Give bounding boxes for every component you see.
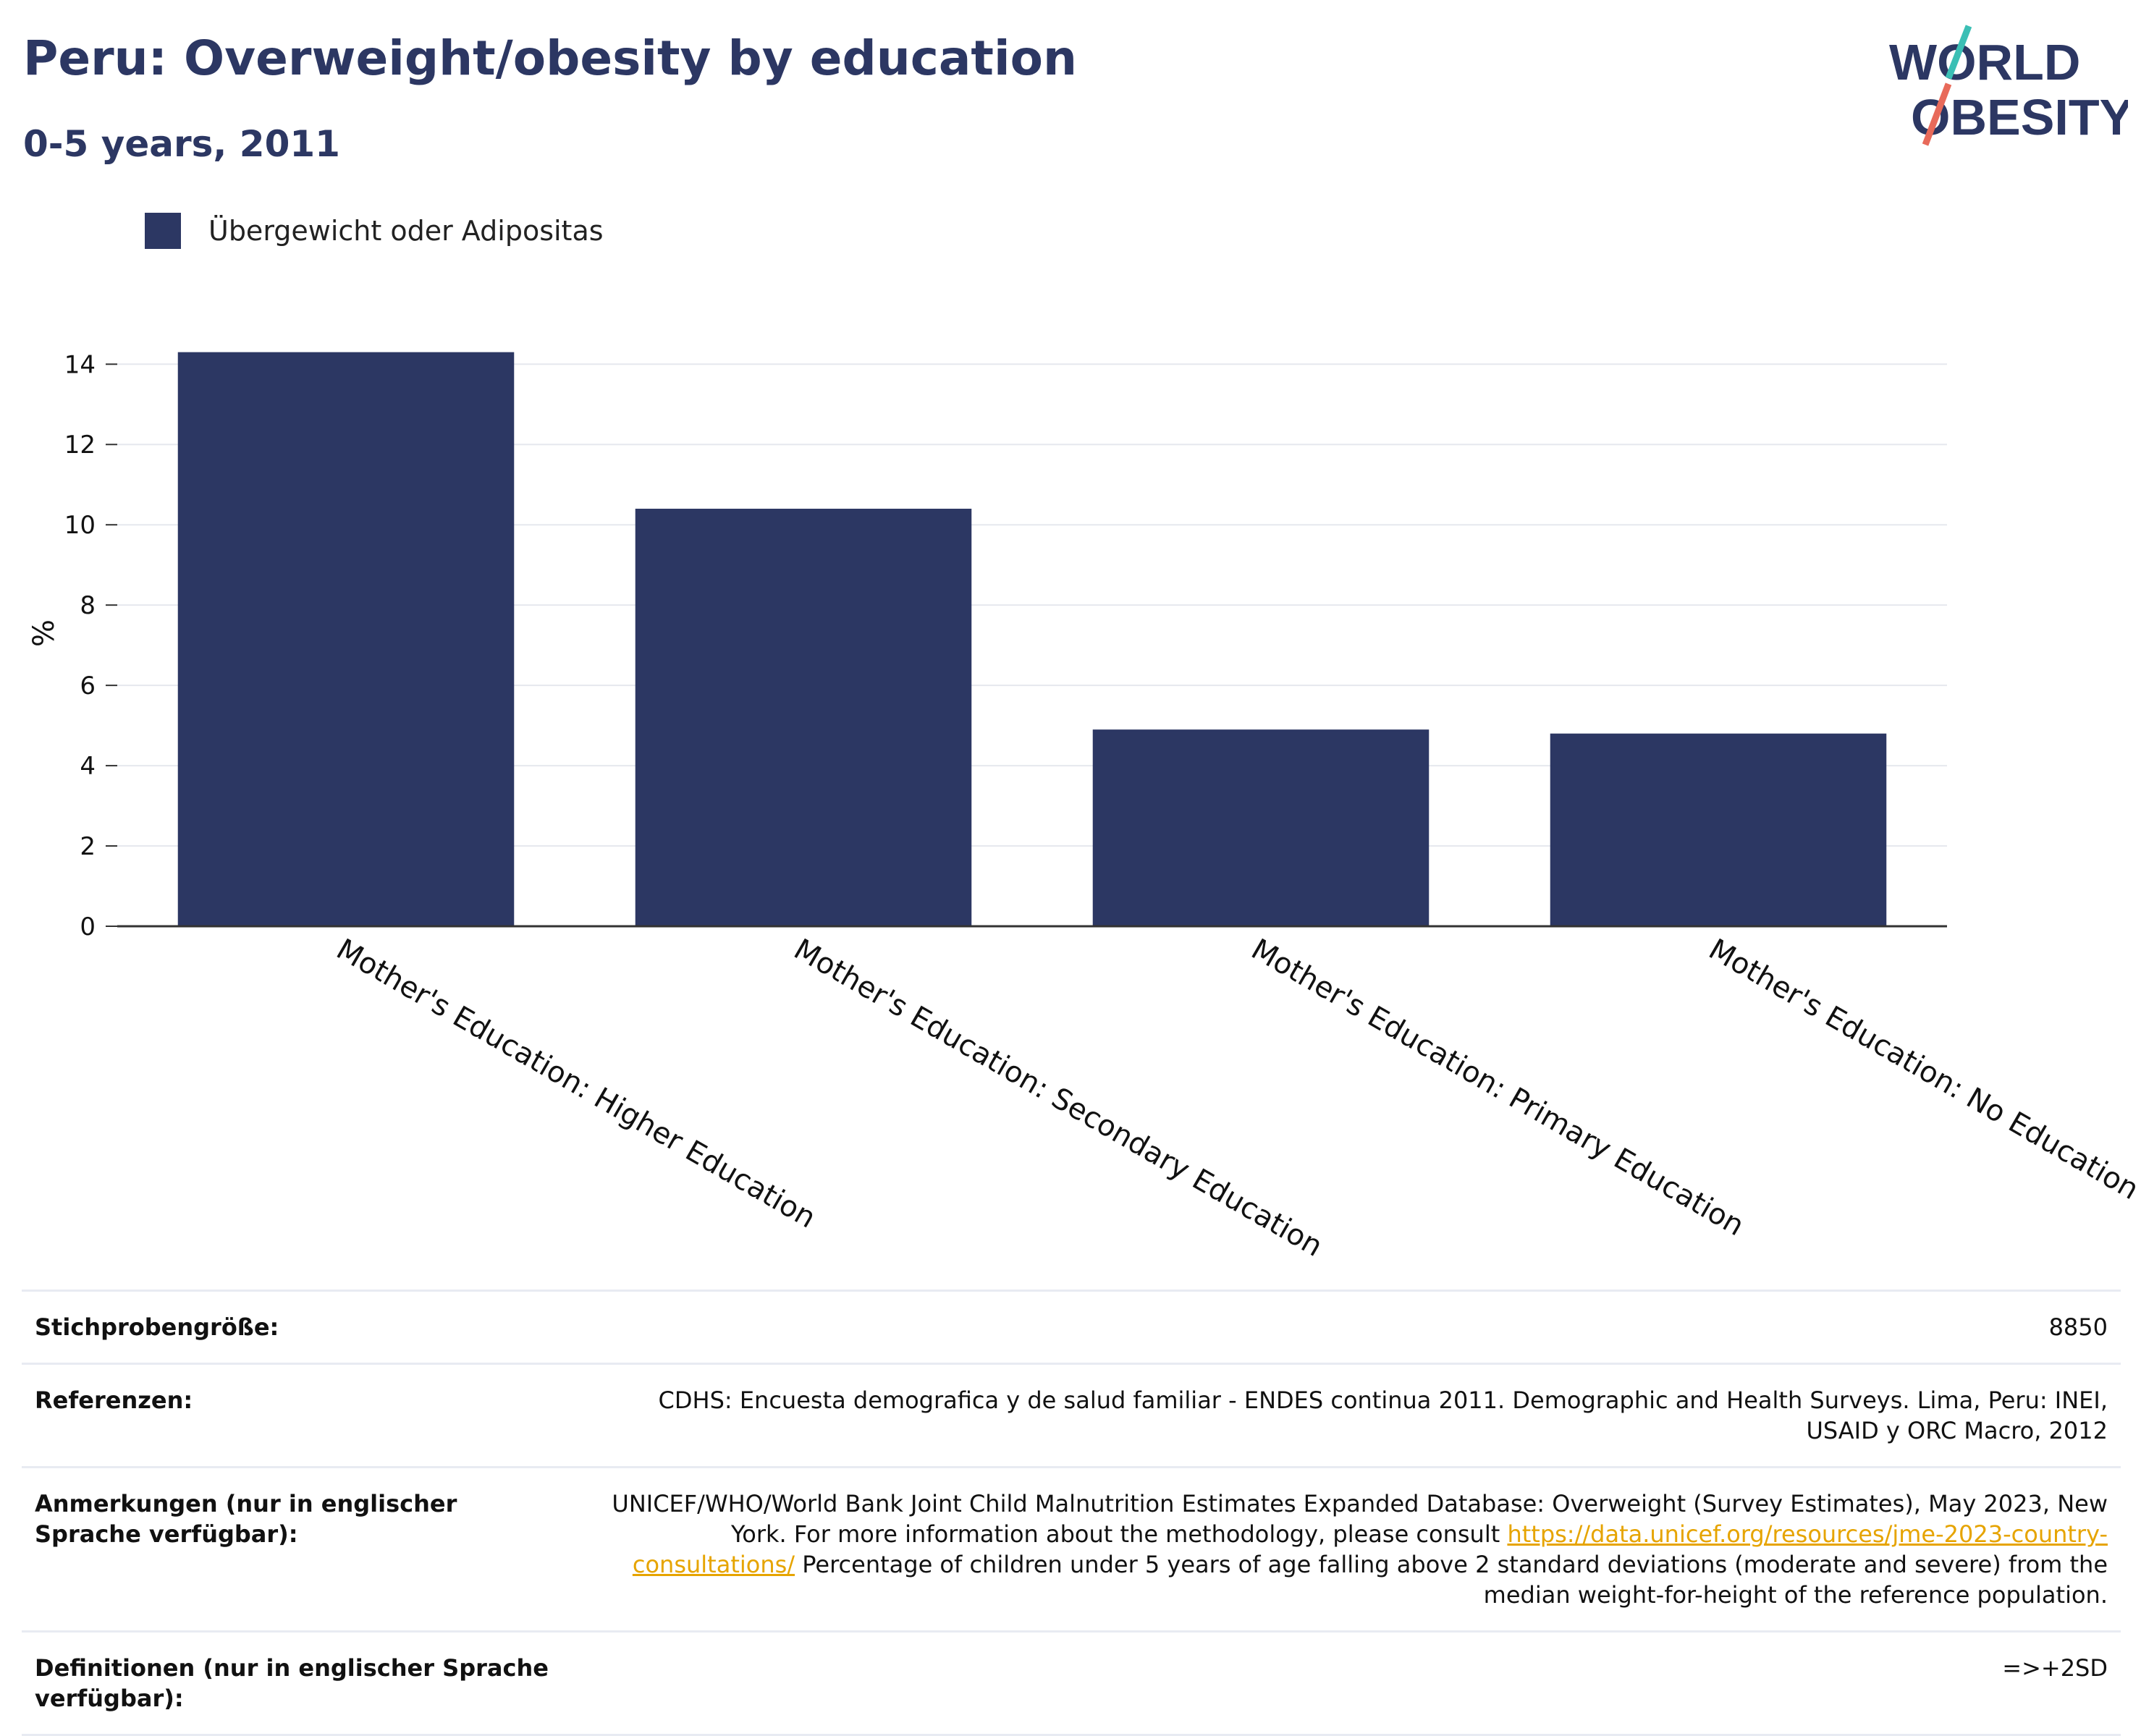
world-obesity-logo: WORLD OBESITY [1889,25,2128,146]
definitions-value: =>+2SD [2002,1654,2108,1682]
logo-slash-top [1945,25,1972,80]
logo-text-obesity: OBESITY [1911,89,2128,145]
info-table: Stichprobengröße: 8850 Referenzen: CDHS:… [22,1290,2121,1736]
x-tick-label: Mother's Education: Primary Education [1246,933,1749,1243]
y-tick-label: 6 [80,672,96,700]
references-value: CDHS: Encuesta demografica y de salud fa… [658,1386,2108,1444]
sample-size-label: Stichprobengröße: [35,1313,279,1341]
notes-value: UNICEF/WHO/World Bank Joint Child Malnut… [583,1468,2121,1632]
bar-chart: 0 2 4 6 8 10 12 14% Mother's Education: Higher E… [28,350,2141,1263]
bar[interactable] [177,352,515,927]
bar[interactable] [1550,733,1887,926]
logo-slash-bottom [1922,82,1952,146]
notes-text-after: Percentage of children under 5 years of … [795,1551,2108,1609]
bar[interactable] [1092,729,1430,926]
page-title: Peru: Overweight/obesity by education [23,30,1077,86]
y-tick-label: 2 [80,832,96,861]
info-row-references: Referenzen: CDHS: Encuesta demografica y… [22,1363,2121,1468]
y-axis-title: % [28,619,61,647]
references-label: Referenzen: [35,1386,193,1414]
y-tick-label: 12 [64,431,96,460]
y-tick-label: 8 [80,591,96,620]
bar[interactable] [635,509,972,926]
legend-label: Übergewicht oder Adipositas [208,215,604,247]
y-tick-label: 4 [80,752,96,781]
notes-label: Anmerkungen (nur in englischer Sprache v… [35,1490,457,1548]
x-tick-label: Mother's Education: Secondary Education [788,933,1328,1263]
page-subtitle: 0-5 years, 2011 [23,123,340,165]
x-tick-label: Mother's Education: No Education [1703,933,2141,1206]
x-tick-label: Mother's Education: Higher Education [331,933,822,1235]
info-row-notes: Anmerkungen (nur in englischer Sprache v… [22,1467,2121,1632]
y-tick-label: 14 [64,350,96,379]
legend-swatch [145,213,181,249]
definitions-label: Definitionen (nur in englischer Sprache … [35,1654,549,1712]
y-tick-label: 10 [64,511,96,540]
info-row-definitions: Definitionen (nur in englischer Sprache … [22,1631,2121,1735]
y-tick-label: 0 [80,913,96,941]
sample-size-value: 8850 [2048,1313,2108,1341]
logo-text-world: WORLD [1889,34,2080,90]
info-row-sample-size: Stichprobengröße: 8850 [22,1290,2121,1364]
notes-text-before: UNICEF/WHO/World Bank Joint Child Malnut… [612,1490,2108,1548]
chart-legend[interactable]: Übergewicht oder Adipositas [145,213,604,249]
notes-link[interactable]: https://data.unicef.org/resources/jme-20… [632,1520,2108,1578]
